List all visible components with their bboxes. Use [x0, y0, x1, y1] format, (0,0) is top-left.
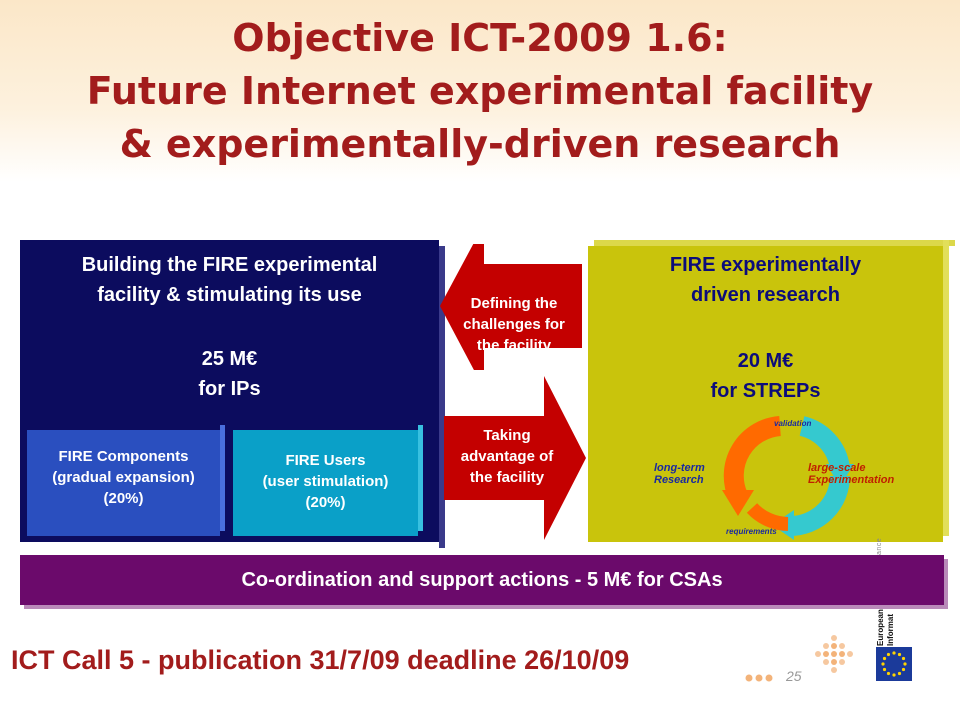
arrow-up-line-1: Defining the	[470, 295, 558, 312]
dot-grid-icon	[815, 635, 853, 673]
research-cycle-diagram: validation long-term Research large-scal…	[640, 412, 930, 540]
header-band	[0, 0, 960, 182]
research-box-shadow-right	[943, 240, 949, 536]
cycle-arrows-icon	[722, 416, 854, 540]
eu-flag-icon	[876, 647, 912, 681]
dots-icon	[745, 674, 773, 682]
fire-components-line-2: (gradual expansion)	[52, 469, 195, 486]
fire-users-box: FIRE Users (user stimulation) (20%)	[233, 425, 423, 536]
cycle-requirements-label: requirements	[726, 527, 777, 536]
title-line-1: Objective ICT-2009 1.6:	[232, 16, 728, 60]
fire-users-line-1: FIRE Users	[285, 452, 366, 469]
arrow-down-line-2: advantage of	[460, 448, 554, 465]
cycle-right-line-2: Experimentation	[808, 474, 895, 486]
facility-heading-line-2: facility & stimulating its use	[97, 284, 362, 306]
facility-heading-line-1: Building the FIRE experimental	[81, 254, 378, 276]
eu-logo-line-2: Informat	[886, 614, 895, 646]
arrow-up-line-2: challenges for	[463, 316, 565, 333]
right-arrow-shape	[444, 376, 586, 540]
taking-advantage-label: Taking advantage of the facility	[432, 425, 582, 488]
cycle-validation-label: validation	[774, 419, 812, 428]
arrow-up-line-3: the facility	[476, 337, 552, 354]
fire-components-line-1: FIRE Components	[58, 448, 189, 465]
slide-title: Objective ICT-2009 1.6: Future Internet …	[0, 12, 960, 171]
eu-logo-line-1: European	[876, 609, 885, 646]
defining-challenges-label: Defining the challenges for the facility	[448, 293, 580, 356]
research-amount-line-1: 20 M€	[737, 350, 794, 372]
cycle-right-line-1: large-scale	[808, 462, 866, 474]
research-heading-line-1: FIRE experimentally	[669, 254, 862, 276]
research-amount-line-2: for STREPs	[710, 380, 821, 402]
page-number: 25	[786, 668, 802, 684]
research-heading: FIRE experimentally driven research	[588, 250, 943, 310]
facility-box-shadow	[439, 246, 445, 548]
fire-components-line-3: (20%)	[103, 490, 144, 507]
arrow-down-line-3: the facility	[469, 469, 545, 486]
cycle-left-line-2: Research	[654, 474, 704, 486]
call-announcement: ICT Call 5 - publication 31/7/09 deadlin…	[11, 645, 630, 675]
left-arrow-shape	[440, 244, 582, 370]
fire-users-line-3: (20%)	[305, 494, 346, 511]
csa-bar: Co-ordination and support actions - 5 M€…	[20, 555, 944, 605]
cycle-longterm-label: long-term Research	[654, 462, 705, 486]
research-heading-line-2: driven research	[691, 284, 840, 306]
facility-amount-line-2: for IPs	[198, 378, 261, 400]
title-line-3: & experimentally-driven research	[119, 122, 841, 166]
eu-logo-text: European Informat	[876, 600, 900, 646]
title-line-2: Future Internet experimental facility	[86, 69, 874, 113]
facility-amount-line-1: 25 M€	[201, 348, 258, 370]
eu-stars-icon	[881, 651, 907, 677]
research-box: FIRE experimentally driven research 20 M…	[588, 240, 955, 542]
fire-components-box: FIRE Components (gradual expansion) (20%…	[27, 425, 225, 536]
research-box-shadow-top	[594, 240, 955, 246]
cycle-largescale-label: large-scale Experimentation	[808, 462, 894, 486]
cycle-left-line-1: long-term	[654, 462, 705, 474]
fire-users-line-2: (user stimulation)	[262, 473, 389, 490]
research-amount: 20 M€ for STREPs	[588, 346, 943, 406]
facility-amount: 25 M€ for IPs	[20, 344, 439, 404]
facility-heading: Building the FIRE experimental facility …	[20, 250, 439, 310]
csa-bar-text: Co-ordination and support actions - 5 M€…	[241, 569, 723, 591]
arrow-down-line-1: Taking	[483, 427, 531, 444]
vertical-note: ance	[876, 537, 883, 555]
